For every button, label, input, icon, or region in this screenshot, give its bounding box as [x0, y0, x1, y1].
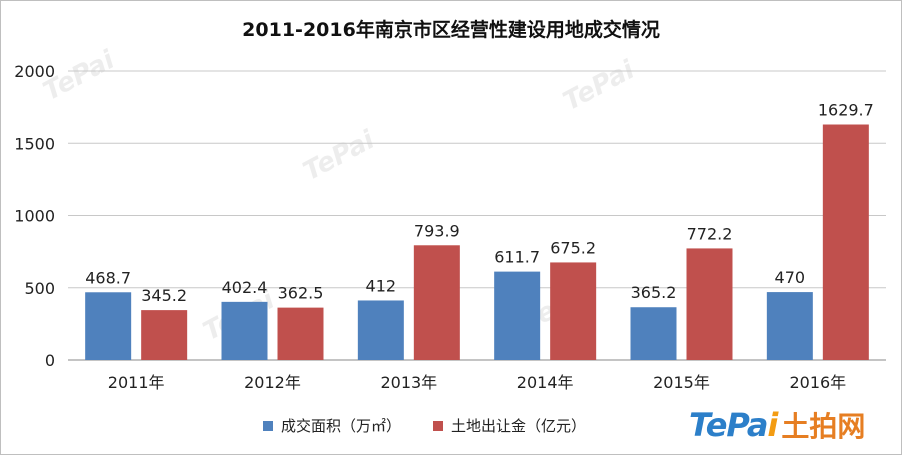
data-label: 402.4: [222, 278, 268, 297]
tepai-logo: TePai 土拍网: [689, 405, 865, 445]
x-tick-label: 2014年: [517, 373, 574, 392]
x-tick-label: 2011年: [108, 373, 165, 392]
legend-label-revenue: 土地出让金（亿元）: [451, 417, 587, 435]
data-label: 468.7: [85, 268, 131, 287]
legend-swatch-revenue: [433, 420, 444, 431]
bar-revenue: [822, 124, 869, 360]
data-labels: 468.7 345.2 402.4 362.5 412 793.9 611.7 675.2 36…: [85, 101, 874, 306]
logo-latin: TePai: [689, 406, 778, 444]
data-label: 365.2: [631, 283, 677, 302]
bar-revenue: [550, 262, 597, 360]
gridlines: [68, 70, 886, 361]
legend-swatch-area: [263, 420, 273, 431]
x-tick-label: 2015年: [653, 373, 710, 392]
bar-revenue: [277, 307, 324, 360]
x-tick-label: 2016年: [789, 373, 846, 392]
chart-title: 2011-2016年南京市区经营性建设用地成交情况: [242, 19, 660, 41]
bar-area: [85, 292, 132, 360]
bar-revenue: [413, 245, 460, 360]
legend-label-area: 成交面积（万㎡）: [281, 417, 402, 435]
y-tick-label: 2000: [14, 62, 55, 81]
logo-chinese: 土拍网: [781, 410, 866, 443]
data-label: 345.2: [141, 286, 187, 305]
x-tick-label: 2013年: [380, 373, 437, 392]
bar-area: [221, 301, 268, 360]
legend: 成交面积（万㎡） 土地出让金（亿元）: [263, 415, 618, 436]
data-label: 611.7: [494, 248, 540, 267]
legend-item-area: 成交面积（万㎡）: [263, 415, 401, 436]
bar-area: [494, 271, 541, 360]
data-label: 412: [366, 276, 397, 295]
legend-item-revenue: 土地出让金（亿元）: [433, 415, 586, 436]
x-axis: 2011年 2012年 2013年 2014年 2015年 2016年: [108, 373, 846, 392]
y-axis: 0 500 1000 1500 2000: [14, 62, 55, 370]
y-tick-label: 1000: [14, 207, 55, 226]
y-tick-label: 1500: [14, 134, 55, 153]
bar-area: [630, 307, 677, 360]
bar-revenue: [686, 248, 733, 360]
bar-area: [766, 292, 813, 360]
data-label: 772.2: [687, 224, 733, 243]
data-label: 793.9: [414, 221, 460, 240]
data-label: 1629.7: [818, 101, 874, 120]
data-label: 362.5: [278, 284, 324, 303]
y-tick-label: 500: [24, 279, 55, 298]
bar-area: [357, 300, 404, 360]
data-label: 470: [775, 268, 806, 287]
bar-revenue: [141, 310, 188, 360]
y-tick-label: 0: [45, 351, 55, 370]
data-label: 675.2: [550, 238, 596, 257]
bars: [85, 124, 869, 360]
x-tick-label: 2012年: [244, 373, 301, 392]
